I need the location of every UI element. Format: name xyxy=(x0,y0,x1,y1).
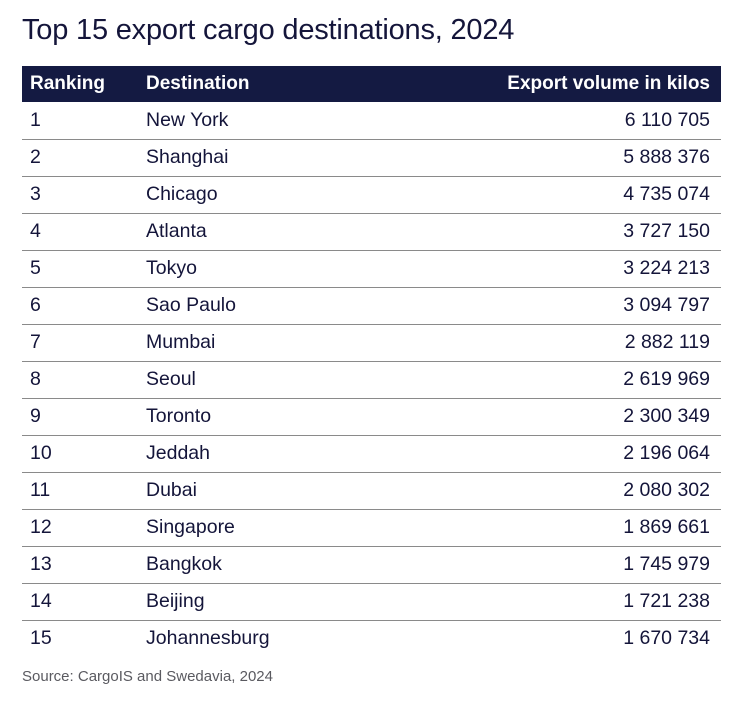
cell-destination: Chicago xyxy=(146,183,218,205)
cell-destination: Singapore xyxy=(146,516,235,538)
cell-export-volume: 1 745 979 xyxy=(623,553,710,575)
table-row: 5 Tokyo 3 224 213 xyxy=(22,250,721,287)
cell-ranking: 5 xyxy=(30,257,41,279)
table-header: Ranking Destination Export volume in kil… xyxy=(22,66,721,102)
table-row: 7 Mumbai 2 882 119 xyxy=(22,324,721,361)
cell-export-volume: 6 110 705 xyxy=(624,108,710,131)
cell-ranking: 4 xyxy=(30,220,41,242)
cell-destination: Johannesburg xyxy=(146,627,270,650)
table-row: 14 Beijing 1 721 238 xyxy=(22,583,721,620)
cell-export-volume: 2 300 349 xyxy=(623,405,710,427)
cell-export-volume: 2 619 969 xyxy=(623,368,710,390)
cell-export-volume: 2 882 119 xyxy=(624,331,710,353)
cell-destination: Seoul xyxy=(146,368,196,390)
table-row: 9 Toronto 2 300 349 xyxy=(22,398,721,435)
header-export-volume: Export volume in kilos xyxy=(507,73,710,94)
cell-ranking: 3 xyxy=(30,183,41,205)
cell-destination: Jeddah xyxy=(146,442,210,464)
cell-export-volume: 2 080 302 xyxy=(623,479,710,501)
cell-export-volume: 4 735 074 xyxy=(623,183,710,205)
table-row: 12 Singapore 1 869 661 xyxy=(22,509,721,546)
cell-destination: Mumbai xyxy=(146,331,216,353)
cell-export-volume: 1 869 661 xyxy=(623,516,710,538)
table-row: 15 Johannesburg 1 670 734 xyxy=(22,620,721,657)
cell-ranking: 12 xyxy=(30,516,52,538)
table-row: 8 Seoul 2 619 969 xyxy=(22,361,721,398)
cell-ranking: 8 xyxy=(30,368,41,390)
table-row: 10 Jeddah 2 196 064 xyxy=(22,435,721,472)
table-row: 3 Chicago 4 735 074 xyxy=(22,176,721,213)
source-note: Source: CargoIS and Swedavia, 2024 xyxy=(22,668,273,685)
cell-destination: New York xyxy=(146,108,229,131)
cell-ranking: 10 xyxy=(30,442,52,464)
cell-ranking: 1 xyxy=(30,108,41,131)
cell-ranking: 13 xyxy=(30,553,52,575)
header-ranking: Ranking xyxy=(30,73,105,94)
table-row: 13 Bangkok 1 745 979 xyxy=(22,546,721,583)
destinations-table: Ranking Destination Export volume in kil… xyxy=(22,66,721,657)
cell-destination: Sao Paulo xyxy=(146,294,236,316)
cell-destination: Atlanta xyxy=(146,220,207,242)
cell-destination: Toronto xyxy=(146,405,212,427)
cell-ranking: 2 xyxy=(30,146,41,168)
table-row: 6 Sao Paulo 3 094 797 xyxy=(22,287,721,324)
cell-ranking: 9 xyxy=(30,405,41,427)
cell-destination: Shanghai xyxy=(146,146,229,168)
table-header-row: Ranking Destination Export volume in kil… xyxy=(22,66,721,102)
cell-export-volume: 1 670 734 xyxy=(623,627,710,650)
header-destination: Destination xyxy=(146,73,250,94)
cell-export-volume: 2 196 064 xyxy=(623,442,710,464)
cell-ranking: 11 xyxy=(30,479,51,501)
table-row: 2 Shanghai 5 888 376 xyxy=(22,139,721,176)
cell-destination: Dubai xyxy=(146,479,197,501)
cell-export-volume: 5 888 376 xyxy=(623,146,710,168)
table-body: 1 New York 6 110 705 2 Shanghai 5 888 376 3 Chi… xyxy=(22,102,721,657)
table-row: 11 Dubai 2 080 302 xyxy=(22,472,721,509)
cell-ranking: 14 xyxy=(30,590,52,612)
cell-ranking: 15 xyxy=(30,627,52,650)
cell-export-volume: 3 094 797 xyxy=(623,294,710,316)
cell-destination: Bangkok xyxy=(146,553,222,575)
cell-ranking: 6 xyxy=(30,294,41,316)
cell-ranking: 7 xyxy=(30,331,41,353)
table-row: 4 Atlanta 3 727 150 xyxy=(22,213,721,250)
cell-destination: Beijing xyxy=(146,590,205,612)
cell-export-volume: 3 224 213 xyxy=(623,257,710,279)
cell-destination: Tokyo xyxy=(146,257,197,279)
table-row: 1 New York 6 110 705 xyxy=(22,102,721,139)
cell-export-volume: 3 727 150 xyxy=(623,220,710,242)
page-title: Top 15 export cargo destinations, 2024 xyxy=(22,14,515,46)
cell-export-volume: 1 721 238 xyxy=(623,590,710,612)
